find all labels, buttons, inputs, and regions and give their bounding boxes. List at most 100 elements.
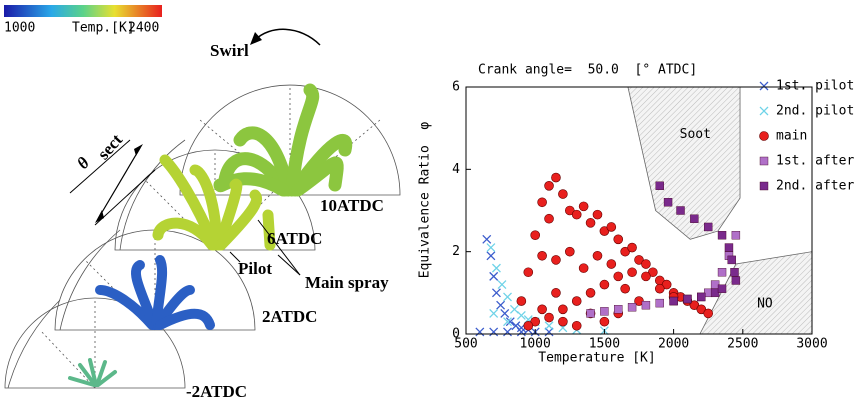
point	[523, 267, 534, 278]
point	[571, 209, 582, 220]
point	[578, 201, 589, 212]
point	[655, 298, 664, 308]
point	[683, 294, 692, 304]
colorbar-min: 1000	[4, 21, 35, 36]
colorbar-max: 2400	[128, 21, 159, 36]
legend-marker	[759, 156, 769, 166]
point	[641, 300, 651, 310]
point	[690, 214, 699, 223]
legend-label: 1st. pilot	[776, 79, 854, 94]
stage-label: -2ATDC	[186, 382, 247, 401]
colorbar-label: Temp.[K]	[72, 21, 135, 36]
point	[537, 304, 547, 315]
legend-marker	[759, 181, 769, 191]
stage-label: 6ATDC	[267, 229, 322, 248]
y-axis-label: Equivalence Ratio φ	[418, 122, 433, 279]
diagram: 1000 Temp.[K] 2400 Swirl θ sect 10ATDC 6…	[4, 5, 401, 401]
point	[516, 327, 526, 337]
y-tick-label: 4	[452, 162, 460, 177]
point	[558, 304, 568, 315]
point	[641, 259, 651, 269]
point	[551, 288, 561, 298]
point	[585, 218, 596, 228]
plot-frame	[465, 86, 813, 335]
point	[475, 327, 485, 337]
point	[489, 271, 499, 281]
point	[503, 327, 512, 337]
legend-marker	[759, 106, 769, 116]
point	[505, 317, 515, 327]
point	[482, 234, 492, 244]
region-label: Soot	[680, 127, 711, 142]
legend-label: main	[776, 129, 807, 144]
point	[717, 230, 727, 240]
point	[697, 292, 706, 302]
stage-label: 10ATDC	[320, 196, 384, 215]
point	[530, 230, 541, 240]
y-tick-label: 2	[452, 244, 460, 259]
legend-label: 1st. after	[776, 154, 854, 169]
region	[627, 86, 741, 240]
point	[486, 251, 496, 261]
theta-sub: sect	[94, 130, 127, 163]
point	[727, 255, 736, 265]
point	[551, 255, 561, 265]
point	[489, 308, 499, 318]
legend-label: 2nd. after	[776, 179, 854, 194]
point	[600, 307, 609, 316]
x-axis-label: Temperature [K]	[538, 351, 655, 366]
point	[599, 279, 610, 290]
point	[491, 263, 501, 273]
point	[489, 327, 499, 337]
x-tick-label: 1000	[520, 337, 551, 352]
pilot-label: Pilot	[238, 259, 272, 278]
point	[669, 296, 678, 306]
point	[704, 222, 713, 232]
point	[537, 250, 547, 261]
point	[585, 288, 596, 298]
point	[503, 292, 512, 302]
point	[717, 284, 727, 293]
point	[558, 316, 568, 327]
point	[599, 316, 610, 327]
point	[731, 276, 741, 285]
point	[663, 198, 673, 207]
point	[523, 320, 534, 331]
point	[516, 311, 526, 320]
point	[731, 230, 741, 240]
point	[654, 283, 665, 294]
point	[500, 308, 510, 318]
legend-marker	[759, 81, 769, 91]
point	[676, 206, 685, 215]
point	[544, 181, 554, 191]
point	[497, 280, 507, 290]
point	[486, 243, 496, 253]
point	[544, 213, 554, 224]
point	[627, 267, 637, 278]
point	[641, 271, 651, 282]
legend-label: 2nd. pilot	[776, 104, 854, 119]
point	[627, 242, 637, 253]
point	[503, 317, 512, 327]
point	[606, 259, 617, 269]
legend-marker	[759, 131, 769, 141]
y-tick-label: 6	[452, 80, 460, 95]
x-tick-label: 2500	[727, 337, 758, 352]
y-tick-label: 0	[452, 327, 460, 342]
colorbar	[4, 5, 162, 17]
point	[586, 309, 595, 318]
point	[613, 234, 624, 245]
x-tick-label: 500	[454, 337, 477, 352]
point	[578, 263, 589, 273]
point	[551, 172, 561, 183]
point	[558, 189, 568, 199]
point	[491, 288, 501, 298]
point	[516, 296, 527, 306]
point	[544, 321, 554, 331]
point	[655, 181, 664, 191]
point	[537, 197, 547, 208]
point	[592, 250, 603, 261]
point	[614, 305, 623, 314]
point	[606, 222, 617, 232]
